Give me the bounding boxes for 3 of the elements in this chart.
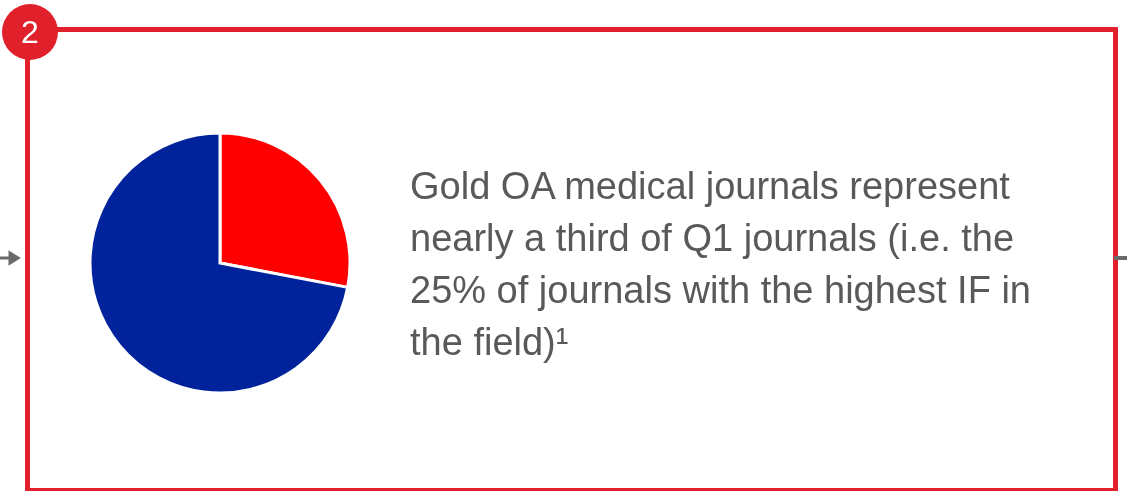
pie-slice [88,131,350,395]
text: Gold OA medical journals represent nearly a third of Q1 journals (i.e. the 25% of journals with the highest IF in the field)¹ [410,164,1032,365]
text: 2 [21,13,39,51]
